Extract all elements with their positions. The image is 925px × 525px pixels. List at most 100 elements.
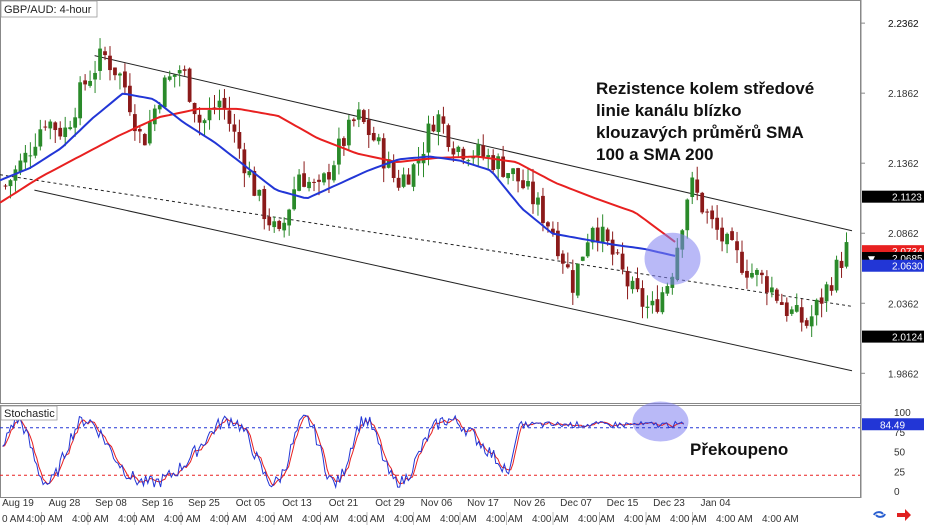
candle-body	[501, 156, 506, 177]
candle-body	[371, 132, 376, 141]
candle-body	[715, 217, 720, 230]
sma-200-line	[0, 107, 676, 243]
price-level-label: 2.0685	[892, 254, 923, 265]
x-time-label: 4:00 AM	[256, 514, 293, 525]
candle-body	[516, 168, 520, 182]
price-tick-label: 2.2362	[888, 19, 919, 30]
channel-layer	[0, 55, 853, 372]
price-tick-label: 2.1362	[888, 159, 919, 170]
x-date-label: Dec 15	[607, 498, 639, 509]
stochastic-d-line	[2, 415, 684, 487]
candle-body	[237, 132, 242, 149]
candle-body	[446, 125, 451, 148]
candle-body	[287, 209, 292, 226]
candle-body	[267, 216, 272, 226]
x-time-label: 4:00 AM	[26, 514, 63, 525]
candle-body	[730, 231, 734, 241]
x-time-label: 4:00 AM	[578, 514, 615, 525]
x-time-label: 0 AM	[2, 514, 25, 525]
candle-body	[68, 127, 73, 130]
candle-body	[302, 173, 306, 187]
candle-body	[511, 168, 515, 175]
price-panel-frame	[0, 0, 861, 404]
candle-body	[53, 122, 58, 131]
candle-body	[685, 199, 690, 231]
candle-body	[769, 287, 774, 293]
candle-body	[282, 222, 287, 231]
candle-body	[28, 155, 33, 157]
candle-body	[376, 137, 381, 142]
candle-body	[262, 189, 267, 220]
price-tick-label: 2.0862	[888, 229, 919, 240]
candle-body	[411, 164, 416, 187]
price-level-badge	[862, 330, 924, 343]
candle-body	[814, 299, 819, 316]
candle-body	[351, 119, 356, 122]
candle-body	[172, 74, 177, 77]
candle-body	[486, 155, 491, 158]
candle-body	[804, 320, 809, 326]
price-tick-label: 2.0362	[888, 299, 919, 310]
arrow-icon[interactable]	[897, 509, 911, 521]
candle-body	[580, 256, 585, 261]
candle-body	[700, 192, 705, 213]
overbought-note: Překoupeno	[690, 440, 788, 459]
stochastic-tick-label: 50	[894, 448, 906, 459]
channel-upper-line	[94, 55, 853, 232]
x-date-label: Aug 28	[49, 498, 81, 509]
stochastic-tick-label: 75	[894, 428, 906, 439]
candle-body	[93, 72, 97, 80]
candle-body	[192, 102, 197, 115]
candle-body	[620, 253, 625, 270]
candle-body	[720, 227, 724, 242]
x-date-label: Nov 06	[421, 498, 453, 509]
price-level-badge	[862, 259, 924, 272]
candle-body	[789, 309, 794, 314]
candle-body	[481, 145, 486, 157]
candle-body	[332, 165, 336, 181]
candle-body	[98, 48, 102, 71]
candle-body	[337, 138, 341, 165]
price-tick-label: 1.9862	[888, 369, 919, 380]
candle-body	[103, 51, 107, 56]
candle-body	[531, 181, 535, 205]
x-date-label: Sep 08	[95, 498, 127, 509]
candle-body	[839, 260, 844, 268]
candle-body	[83, 80, 87, 85]
stochastic-value-label: 84.49	[880, 420, 905, 431]
candle-body	[48, 121, 53, 129]
candle-body	[257, 189, 262, 196]
candle-body	[555, 230, 560, 257]
candle-body	[819, 297, 824, 304]
candle-body	[750, 272, 754, 278]
candle-body	[63, 127, 68, 137]
candle-body	[546, 222, 550, 227]
candle-body	[108, 55, 112, 71]
candle-body	[8, 180, 13, 187]
x-time-label: 4:00 AM	[72, 514, 109, 525]
candle-body	[33, 146, 38, 156]
candle-body	[456, 146, 461, 152]
candle-body	[356, 109, 361, 120]
candle-body	[113, 67, 117, 76]
candle-body	[476, 143, 481, 156]
refresh-icon[interactable]	[873, 511, 886, 518]
price-level-badge	[862, 190, 924, 203]
candle-body	[142, 134, 147, 146]
candle-body	[799, 307, 804, 323]
candle-body	[536, 197, 540, 205]
candle-body	[182, 69, 187, 71]
x-date-label: Oct 21	[329, 498, 359, 509]
candle-body	[137, 129, 142, 132]
candle-body	[575, 263, 580, 296]
price-tick-label: 2.1862	[888, 89, 919, 100]
candle-body	[640, 288, 645, 307]
candle-body	[645, 306, 650, 308]
annotation-line-3: klouzavých průměrů SMA	[596, 123, 804, 142]
candle-body	[391, 161, 396, 178]
annotation-line-1: Rezistence kolem středové	[596, 79, 814, 98]
highlight-circle-price	[644, 232, 701, 285]
candle-body	[466, 160, 471, 162]
candle-body	[396, 177, 401, 188]
